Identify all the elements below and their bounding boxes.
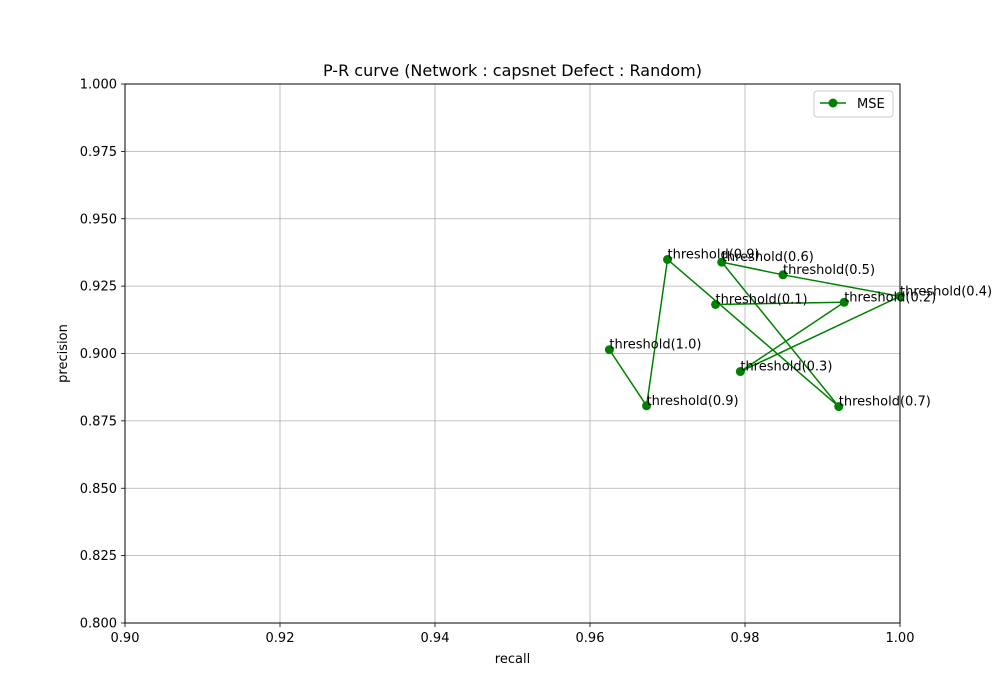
chart-title: P-R curve (Network : capsnet Defect : Ra… — [323, 61, 702, 80]
x-tick-label: 0.90 — [111, 631, 140, 646]
y-tick-label: 0.875 — [80, 414, 117, 429]
data-point-label: threshold(0.7) — [839, 395, 931, 410]
data-point-label: threshold(0.9) — [668, 247, 760, 262]
y-tick-label: 0.850 — [80, 482, 117, 497]
data-point-label: threshold(0.5) — [783, 263, 875, 278]
data-point-label: threshold(0.2) — [844, 290, 936, 305]
x-tick-label: 0.96 — [576, 631, 605, 646]
data-point — [839, 297, 849, 307]
x-tick-label: 0.98 — [731, 631, 760, 646]
x-axis-label: recall — [495, 652, 530, 667]
y-axis-label: precision — [56, 324, 71, 383]
data-point — [735, 367, 745, 377]
y-tick-label: 0.825 — [80, 549, 117, 564]
y-tick-label: 0.800 — [80, 617, 117, 632]
y-tick-label: 0.950 — [80, 212, 117, 227]
y-tick-label: 0.925 — [80, 280, 117, 295]
legend-box — [813, 90, 894, 118]
x-tick-label: 0.94 — [421, 631, 450, 646]
data-point — [604, 345, 614, 355]
data-point — [717, 257, 727, 267]
ticks: 0.90 0.92 0.94 0.96 0.98 1.00 0.800 0.825 0.850 0… — [80, 78, 915, 647]
legend: MSE — [813, 90, 894, 118]
y-tick-label: 0.900 — [80, 347, 117, 362]
data-point — [642, 401, 652, 411]
data-point-label: threshold(1.0) — [609, 338, 701, 353]
y-tick-label: 1.000 — [80, 78, 117, 93]
legend-label-mse: MSE — [857, 97, 885, 112]
data-point — [834, 402, 844, 412]
data-point — [663, 254, 672, 264]
x-tick-label: 0.92 — [266, 631, 295, 646]
series-mse — [604, 254, 905, 412]
data-point-label: threshold(0.1) — [716, 292, 808, 307]
y-tick-label: 0.975 — [80, 145, 117, 160]
data-point — [711, 299, 721, 309]
point-labels: threshold(1.0)threshold(0.9)threshold(0.… — [609, 247, 992, 409]
data-point-label: threshold(0.6) — [722, 250, 814, 265]
data-point-label: threshold(0.9) — [647, 394, 739, 409]
data-point — [895, 291, 905, 301]
data-point-label: threshold(0.3) — [740, 360, 832, 375]
legend-marker-mse — [828, 98, 838, 108]
x-tick-label: 1.00 — [886, 631, 915, 646]
data-point-label: threshold(0.4) — [900, 284, 992, 299]
series-line-mse — [608, 258, 901, 408]
data-point — [778, 270, 788, 280]
